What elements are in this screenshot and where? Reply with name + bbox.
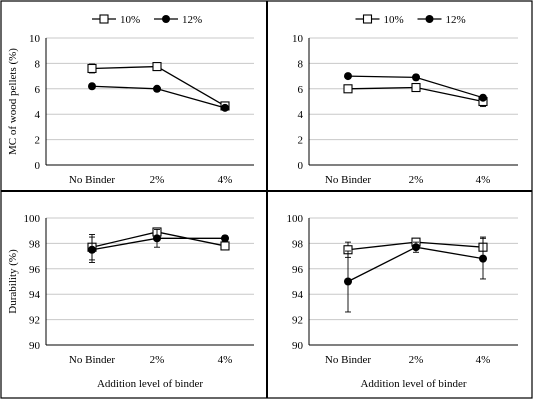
x-axis-label: Addition level of binder [97,378,203,390]
y-tick-label: 92 [292,315,303,327]
y-tick-label: 10 [29,33,41,45]
legend-marker-circle [162,15,170,23]
data-point-circle [479,93,487,102]
y-tick-label: 96 [292,264,304,276]
legend: 10% 12% [92,14,202,26]
data-point-square [343,84,353,94]
x-tick-label: No Binder [325,354,371,366]
x-tick-label: 4% [476,174,491,186]
y-tick-label: 0 [298,160,304,172]
y-tick-label: 10 [292,33,304,45]
y-tick-label: 92 [29,315,40,327]
legend-label: 12% [446,14,466,26]
x-tick-label: 2% [409,354,424,366]
data-point-square [411,82,421,93]
x-tick-label: 2% [150,174,165,186]
y-tick-label: 2 [35,135,41,147]
x-tick-label: No Binder [69,354,115,366]
legend-label: 10% [384,14,404,26]
data-point-circle [412,243,420,252]
y-tick-label: 90 [292,340,304,352]
data-point-circle [344,277,352,286]
y-tick-label: 94 [292,289,304,301]
x-tick-label: No Binder [69,174,115,186]
panel-1: 0 2 4 6 8 10 No Binder 2% 4% MC of wood pellets (… [7,14,254,186]
data-point-circle [88,245,96,254]
legend-label: 10% [120,14,140,26]
y-tick-label: 98 [29,238,41,250]
data-point-square [220,241,230,251]
data-point-circle [221,103,229,112]
data-point-circle [153,84,161,93]
data-point-square [152,62,162,72]
y-tick-label: 96 [29,264,41,276]
legend-label: 12% [182,14,202,26]
y-tick-label: 0 [35,160,41,172]
y-axis-label: MC of wood pellets (%) [7,48,19,155]
y-tick-label: 6 [298,84,304,96]
y-tick-label: 6 [35,84,41,96]
panel-3: 90 92 94 96 98 100 No Binder 2% 4% Durability (%)… [7,213,254,390]
data-point-circle [221,234,229,243]
data-point-circle [88,82,96,91]
data-point-circle [344,72,352,81]
data-point-circle [412,73,420,82]
legend-marker-square [362,14,373,24]
y-tick-label: 94 [29,289,41,301]
y-tick-label: 4 [298,109,304,121]
x-axis-label: Addition level of binder [360,378,466,390]
x-tick-label: 4% [476,354,491,366]
x-tick-label: 4% [218,354,233,366]
y-tick-label: 8 [35,58,41,70]
y-tick-label: 100 [24,213,41,225]
panel-4: 90 92 94 96 98 100 No Binder 2% 4% Addition level… [287,213,518,390]
legend-marker-square [99,14,109,24]
y-tick-label: 4 [35,109,41,121]
data-point-circle [153,234,161,243]
x-tick-label: 4% [218,174,233,186]
y-tick-label: 8 [298,58,304,70]
legend-marker-circle [425,15,434,23]
x-tick-label: 2% [150,354,165,366]
data-point-square [87,63,97,74]
legend: 10% 12% [355,14,466,26]
y-tick-label: 2 [298,135,304,147]
y-tick-label: 100 [287,213,304,225]
y-axis-label: Durability (%) [7,249,19,314]
y-tick-label: 98 [292,238,304,250]
y-tick-label: 90 [29,340,41,352]
panel-2: 0 2 4 6 8 10 No Binder 2% 4% 10% 12% [292,14,518,186]
data-point-circle [479,254,487,263]
x-tick-label: No Binder [325,174,371,186]
x-tick-label: 2% [409,174,424,186]
